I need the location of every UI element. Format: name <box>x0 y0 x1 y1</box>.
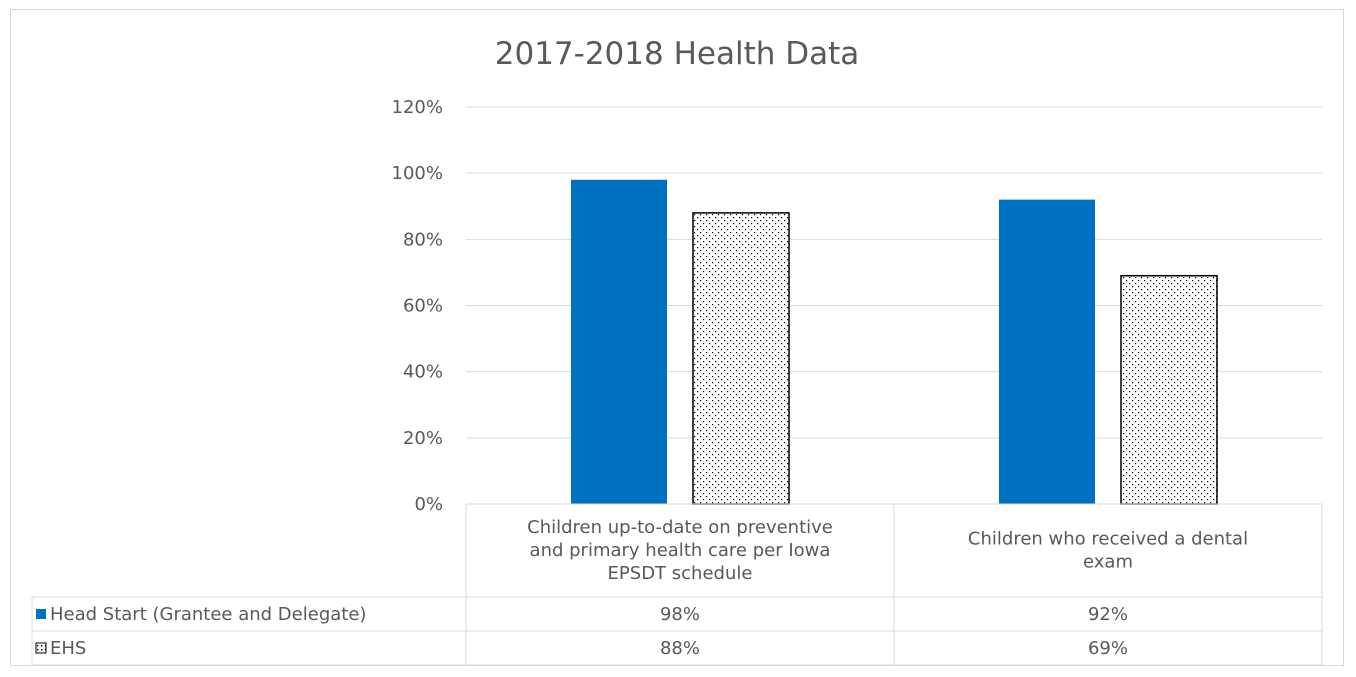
data-label: 88% <box>660 638 700 659</box>
y-axis-tick-labels: 0% 20% 40% 60% 80% 100% 120% <box>392 97 443 515</box>
data-table: Children up-to-date on preventive and pri… <box>31 503 1323 666</box>
y-tick-label: 80% <box>403 229 443 250</box>
legend-key-head-start <box>36 609 46 619</box>
bar-ehs-2 <box>1120 274 1218 505</box>
legend-label-head-start: Head Start (Grantee and Delegate) <box>50 604 366 625</box>
y-tick-label: 0% <box>414 494 443 515</box>
data-label: 92% <box>1088 604 1128 625</box>
category-label: Children up-to-date on preventive and pri… <box>527 517 833 584</box>
bar-ehs-1 <box>692 212 790 505</box>
y-tick-label: 20% <box>403 428 443 449</box>
y-tick-label: 100% <box>392 163 443 184</box>
y-tick-label: 120% <box>392 97 443 118</box>
y-tick-label: 60% <box>403 296 443 317</box>
data-label: 69% <box>1088 638 1128 659</box>
data-label: 98% <box>660 604 700 625</box>
bars <box>571 179 1218 505</box>
category-label: Children who received a dental exam <box>968 529 1248 573</box>
bar-head-start-1 <box>571 179 667 505</box>
legend-label-ehs: EHS <box>50 638 86 659</box>
legend-key-ehs <box>35 642 47 654</box>
y-tick-label: 40% <box>403 362 443 383</box>
bar-head-start-2 <box>999 199 1095 504</box>
chart-title: 2017-2018 Health Data <box>495 36 860 72</box>
